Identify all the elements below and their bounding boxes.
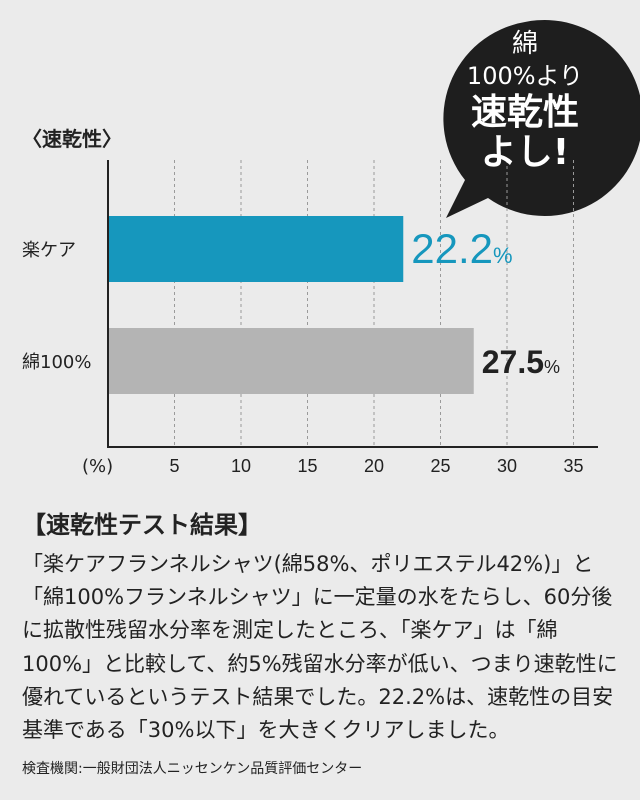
- bubble-line-4: よし!: [480, 131, 570, 173]
- speech-bubble: [443, 20, 640, 218]
- x-unit-label: (%): [82, 456, 113, 477]
- x-tick-label-35: 35: [563, 456, 583, 476]
- source-note: 検査機関:一般財団法人ニッセンケン品質評価センター: [22, 761, 363, 777]
- x-tick-label-25: 25: [430, 456, 450, 476]
- x-tick-label-5: 5: [169, 456, 179, 476]
- x-tick-label-10: 10: [231, 456, 251, 476]
- bubble-line-3: 速乾性: [470, 91, 579, 133]
- value-label-2: 27.5%: [482, 344, 560, 380]
- category-label-1: 楽ケア: [22, 240, 76, 261]
- bar-1: [108, 216, 404, 282]
- category-label-2: 綿100%: [22, 352, 91, 373]
- result-body: 「楽ケアフランネルシャツ(綿58%、ポリエステル42%)」と「綿100%フランネ…: [22, 552, 618, 742]
- bubble-line-2: 100%より: [466, 61, 584, 90]
- bubble-text: 綿 100%より 速乾性 よし!: [460, 30, 590, 172]
- bar-2: [108, 328, 474, 394]
- speed-dry-chart: 〈速乾性〉 楽ケア 22.2% 綿100% 27.5% (%) 5 10 15 20 25 30 3…: [22, 20, 640, 477]
- x-tick-label-15: 15: [297, 456, 317, 476]
- value-label-1: 22.2%: [411, 225, 512, 272]
- bars: 楽ケア 22.2% 綿100% 27.5%: [22, 216, 560, 394]
- chart-title: 〈速乾性〉: [22, 127, 122, 151]
- axes: (%) 5 10 15 20 25 30 35: [82, 160, 598, 477]
- result-title: 【速乾性テスト結果】: [22, 511, 262, 539]
- bubble-line-1: 綿: [511, 29, 538, 59]
- x-tick-label-30: 30: [497, 456, 517, 476]
- x-tick-label-20: 20: [364, 456, 384, 476]
